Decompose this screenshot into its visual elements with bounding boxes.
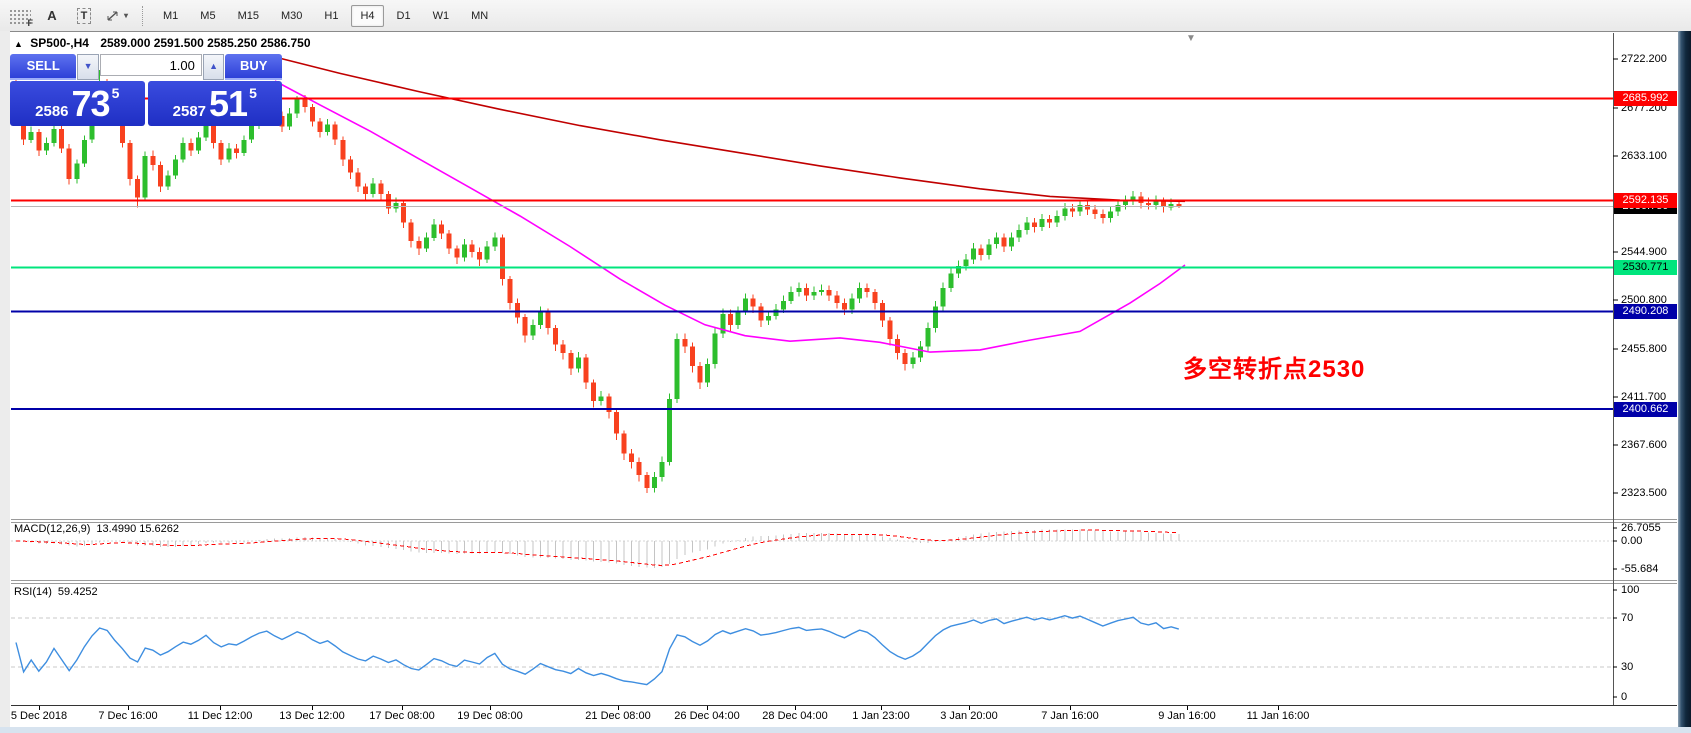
ohlc-values: 2589.000 2591.500 2585.250 2586.750 xyxy=(100,36,311,50)
chevron-down-icon: ▾ xyxy=(124,11,129,20)
trade-panel-quotes: 2586 73 5 2587 51 5 xyxy=(10,81,282,126)
chart-text-annotation[interactable]: 多空转折点2530 xyxy=(1183,356,1366,383)
cursor-tools-icon[interactable]: ▾ xyxy=(104,4,128,28)
buy-price-big: 51 xyxy=(209,82,248,124)
timeframe-d1[interactable]: D1 xyxy=(396,9,411,22)
chart-header: ▲ SP500-,H4 2589.000 2591.500 2585.250 2… xyxy=(14,36,311,50)
text-box-icon[interactable]: T xyxy=(72,4,96,28)
buy-button[interactable]: BUY xyxy=(225,54,282,80)
buy-price-prefix: 2587 xyxy=(172,103,207,120)
buy-price-sup: 5 xyxy=(249,85,257,101)
toolbar-separator xyxy=(142,5,144,26)
symbol-title: SP500-,H4 xyxy=(30,36,89,50)
indicators-grid-icon[interactable]: F xyxy=(8,4,33,28)
sell-price-prefix: 2586 xyxy=(35,103,69,120)
sell-price-sup: 5 xyxy=(111,85,120,101)
timeframe-m15[interactable]: M15 xyxy=(237,9,259,22)
toolbar: F A T ▾ M1 M5 M15 M30 H1 H4 D1 W1 MN xyxy=(0,0,1691,32)
collapse-arrow-icon[interactable]: ▲ xyxy=(14,39,23,49)
timeframe-m5[interactable]: M5 xyxy=(200,9,216,22)
chart-window xyxy=(10,31,1678,728)
timeframe-m30[interactable]: M30 xyxy=(280,9,303,22)
timeframe-w1[interactable]: W1 xyxy=(432,9,450,22)
text-label-icon[interactable]: A xyxy=(47,8,57,23)
one-click-trading-panel: SELL ▼ ▲ BUY 2586 73 5 2587 51 5 xyxy=(10,54,282,126)
trade-panel-controls: SELL ▼ ▲ BUY xyxy=(10,54,282,80)
macd-indicator-label: MACD(12,26,9) 13.4990 15.6262 xyxy=(14,523,180,535)
chart-shift-marker-icon[interactable]: ▼ xyxy=(1186,33,1196,44)
window-right-edge xyxy=(1678,31,1691,733)
sell-quote[interactable]: 2586 73 5 xyxy=(10,81,145,126)
sell-button[interactable]: SELL xyxy=(10,54,77,80)
volume-decrease-button[interactable]: ▼ xyxy=(77,54,99,80)
sell-price-big: 73 xyxy=(71,82,111,124)
time-axis[interactable] xyxy=(11,706,1677,727)
timeframe-h1[interactable]: H1 xyxy=(324,9,339,22)
volume-input[interactable] xyxy=(99,54,202,76)
volume-increase-button[interactable]: ▲ xyxy=(202,54,225,80)
timeframe-mn[interactable]: MN xyxy=(471,9,489,22)
window-bottom-edge xyxy=(0,727,1691,733)
timeframe-h4[interactable]: H4 xyxy=(351,4,384,27)
rsi-indicator-label: RSI(14) 59.4252 xyxy=(14,586,98,598)
arrows-icon xyxy=(107,10,118,21)
price-axis[interactable] xyxy=(1614,33,1677,705)
timeframe-m1[interactable]: M1 xyxy=(163,9,179,22)
buy-quote[interactable]: 2587 51 5 xyxy=(147,81,282,126)
chart-plot-area[interactable] xyxy=(11,33,1613,705)
